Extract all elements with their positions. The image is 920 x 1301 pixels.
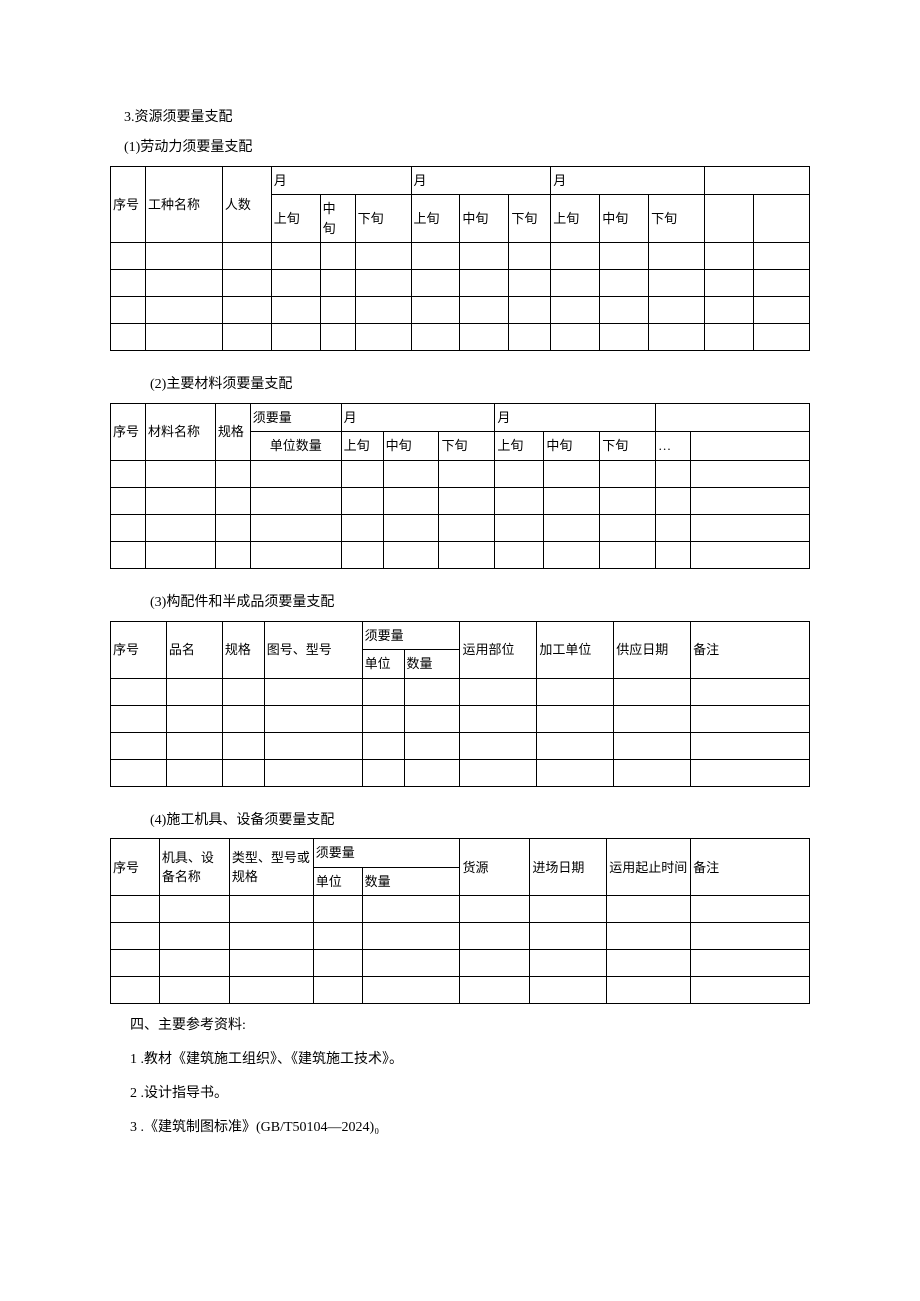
th-source: 货源	[460, 839, 530, 896]
th-early: 上旬	[341, 432, 383, 461]
th-name: 机具、设备名称	[159, 839, 229, 896]
table-row	[111, 759, 810, 786]
th-late: 下旬	[439, 432, 495, 461]
th-note: 备注	[691, 621, 810, 678]
th-mid: 中旬	[460, 195, 509, 243]
th-usetime: 运用起止时间	[607, 839, 691, 896]
th-blank	[656, 403, 810, 432]
th-supplydate: 供应日期	[614, 621, 691, 678]
th-mid: 中旬	[544, 432, 600, 461]
th-req: 须要量	[313, 839, 460, 868]
th-early: 上旬	[495, 432, 544, 461]
ref-1: 1 .教材《建筑施工组织》、《建筑施工技术》。	[130, 1048, 810, 1072]
table-row	[111, 950, 810, 977]
table-row	[111, 487, 810, 514]
th-blank	[705, 195, 754, 243]
th-count: 人数	[222, 166, 271, 243]
table-material: 序号 材料名称 规格 须要量 月 月 单位数量 上旬 中旬 下旬 上旬 中旬 下…	[110, 403, 810, 569]
table-row	[111, 705, 810, 732]
th-month: 月	[271, 166, 411, 195]
table-equipment: 序号 机具、设备名称 类型、型号或规格 须要量 货源 进场日期 运用起止时间 备…	[110, 838, 810, 1004]
table3-caption: (3)构配件和半成品须要量支配	[110, 591, 810, 615]
table2-caption: (2)主要材料须要量支配	[110, 373, 810, 397]
table-row	[111, 678, 810, 705]
th-req: 须要量	[362, 621, 460, 650]
table-row	[111, 923, 810, 950]
th-unitqty: 单位数量	[250, 432, 341, 461]
th-seq: 序号	[111, 621, 167, 678]
th-name: 品名	[166, 621, 222, 678]
th-req: 须要量	[250, 403, 341, 432]
th-qty: 数量	[362, 867, 460, 896]
th-month: 月	[341, 403, 495, 432]
th-name: 材料名称	[145, 403, 215, 460]
th-blank	[705, 166, 810, 195]
th-spec: 规格	[222, 621, 264, 678]
th-mid: 中旬	[383, 432, 439, 461]
th-qty: 数量	[404, 650, 460, 679]
section-4-title: 四、主要参考资料:	[130, 1014, 810, 1038]
th-seq: 序号	[111, 166, 146, 243]
th-blank	[691, 432, 810, 461]
table4-caption: (4)施工机具、设备须要量支配	[110, 809, 810, 833]
th-enterdate: 进场日期	[530, 839, 607, 896]
th-dots: …	[656, 432, 691, 461]
th-unit: 单位	[313, 867, 362, 896]
th-mid: 中旬	[600, 195, 649, 243]
th-late: 下旬	[355, 195, 411, 243]
table-row	[111, 732, 810, 759]
table-row	[111, 896, 810, 923]
th-month: 月	[411, 166, 551, 195]
th-type: 工种名称	[145, 166, 222, 243]
th-seq: 序号	[111, 403, 146, 460]
th-spec: 规格	[215, 403, 250, 460]
th-model: 类型、型号或规格	[229, 839, 313, 896]
table-row	[111, 243, 810, 270]
table-labor: 序号 工种名称 人数 月 月 月 上旬 中旬 下旬 上旬 中旬 下旬 上旬 中旬…	[110, 166, 810, 352]
th-procunit: 加工单位	[537, 621, 614, 678]
ref-3: 3 .《建筑制图标准》(GB/T50104—2024)₀	[130, 1116, 810, 1140]
th-blank	[753, 195, 809, 243]
th-month: 月	[495, 403, 656, 432]
th-seq: 序号	[111, 839, 160, 896]
table-component: 序号 品名 规格 图号、型号 须要量 运用部位 加工单位 供应日期 备注 单位 …	[110, 621, 810, 787]
th-unit: 单位	[362, 650, 404, 679]
th-model: 图号、型号	[264, 621, 362, 678]
table-row	[111, 460, 810, 487]
th-early: 上旬	[551, 195, 600, 243]
th-note: 备注	[691, 839, 810, 896]
th-late: 下旬	[509, 195, 551, 243]
ref-2: 2 .设计指导书。	[130, 1082, 810, 1106]
th-month: 月	[551, 166, 705, 195]
th-early: 上旬	[411, 195, 460, 243]
table-row	[111, 324, 810, 351]
th-usepart: 运用部位	[460, 621, 537, 678]
th-late: 下旬	[649, 195, 705, 243]
table-row	[111, 977, 810, 1004]
table-row	[111, 270, 810, 297]
section-3-title: 3.资源须要量支配	[110, 106, 810, 130]
th-late: 下旬	[600, 432, 656, 461]
table-row	[111, 297, 810, 324]
table-row	[111, 514, 810, 541]
table1-caption: (1)劳动力须要量支配	[110, 136, 810, 160]
th-mid: 中旬	[320, 195, 355, 243]
th-early: 上旬	[271, 195, 320, 243]
table-row	[111, 541, 810, 568]
